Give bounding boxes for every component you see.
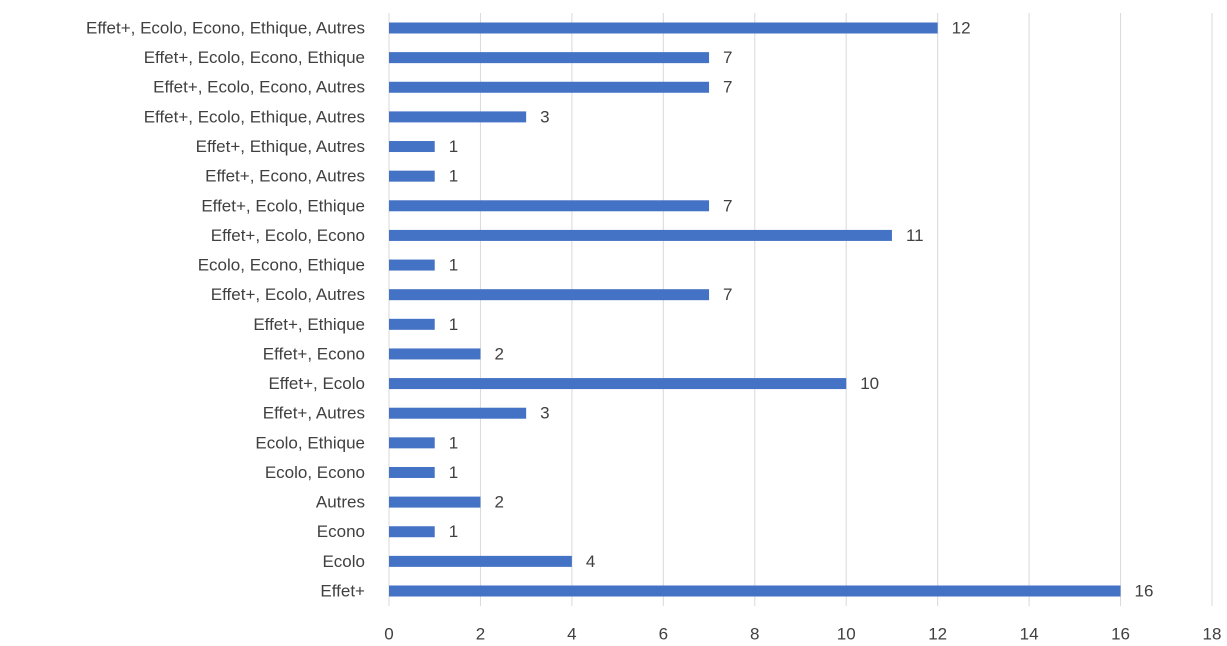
data-label: 12 (952, 18, 971, 37)
data-label: 1 (449, 463, 458, 482)
data-label: 2 (494, 493, 503, 512)
data-label: 16 (1135, 581, 1154, 600)
bar (389, 81, 710, 93)
y-tick-label: Effet+ (320, 581, 365, 600)
bar (389, 141, 435, 153)
x-tick-label: 4 (567, 624, 576, 643)
y-tick-label: Effet+, Autres (263, 404, 365, 423)
bar (389, 585, 1121, 597)
data-label: 7 (723, 48, 732, 67)
data-label: 3 (540, 404, 549, 423)
x-tick-label: 12 (928, 624, 947, 643)
bar (389, 229, 892, 241)
x-tick-label: 6 (659, 624, 668, 643)
x-tick-label: 14 (1020, 624, 1039, 643)
bar (389, 348, 481, 360)
data-label: 1 (449, 522, 458, 541)
y-tick-label: Effet+, Ecolo, Econo, Ethique (144, 48, 365, 67)
data-label: 11 (906, 226, 924, 245)
y-tick-label: Ecolo (322, 552, 365, 571)
x-tick-label: 16 (1111, 624, 1130, 643)
x-tick-label: 18 (1203, 624, 1222, 643)
data-label: 7 (723, 78, 732, 97)
bar (389, 289, 710, 301)
data-label: 1 (449, 433, 458, 452)
y-tick-label: Ecolo, Econo (265, 463, 365, 482)
bar (389, 52, 710, 64)
bar (389, 170, 435, 182)
y-tick-label: Effet+, Ecolo, Econo, Ethique, Autres (86, 18, 365, 37)
data-label: 3 (540, 107, 549, 126)
y-tick-label: Effet+, Econo (263, 344, 365, 363)
y-tick-label: Effet+, Ecolo (268, 374, 365, 393)
bar (389, 437, 435, 449)
bar (389, 378, 847, 390)
bar (389, 22, 938, 34)
data-label: 1 (449, 137, 458, 156)
y-tick-label: Ecolo, Ethique (255, 433, 365, 452)
data-label: 7 (723, 196, 732, 215)
y-tick-label: Effet+, Ecolo, Econo, Autres (153, 78, 365, 97)
data-label: 2 (494, 344, 503, 363)
data-label: 4 (586, 552, 595, 571)
bar (389, 407, 527, 419)
bar (389, 526, 435, 538)
y-tick-label: Effet+, Ethique (253, 315, 365, 334)
y-tick-label: Effet+, Econo, Autres (205, 167, 365, 186)
bar (389, 200, 710, 212)
y-tick-label: Autres (316, 493, 365, 512)
bar (389, 466, 435, 478)
data-label: 1 (449, 315, 458, 334)
y-tick-label: Ecolo, Econo, Ethique (198, 256, 365, 275)
y-tick-label: Effet+, Ethique, Autres (196, 137, 365, 156)
y-tick-label: Effet+, Ecolo, Autres (211, 285, 365, 304)
y-tick-label: Effet+, Ecolo, Ethique (201, 196, 365, 215)
bar (389, 259, 435, 271)
data-label: 1 (449, 256, 458, 275)
x-tick-label: 10 (837, 624, 856, 643)
x-tick-label: 2 (476, 624, 485, 643)
y-tick-label: Econo (317, 522, 365, 541)
bar (389, 318, 435, 330)
x-tick-label: 0 (384, 624, 393, 643)
data-label: 1 (449, 167, 458, 186)
bar (389, 555, 572, 567)
y-tick-label: Effet+, Ecolo, Ethique, Autres (144, 107, 365, 126)
data-label: 7 (723, 285, 732, 304)
x-tick-label: 8 (750, 624, 759, 643)
bar (389, 496, 481, 508)
y-tick-label: Effet+, Ecolo, Econo (211, 226, 365, 245)
bar (389, 111, 527, 123)
data-label: 10 (860, 374, 879, 393)
